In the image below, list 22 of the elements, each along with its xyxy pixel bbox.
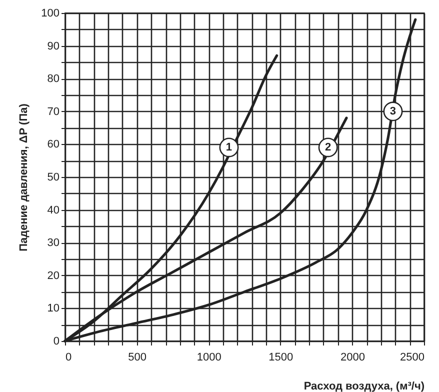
x-tick-label: 0 bbox=[66, 352, 72, 364]
x-tick-label: 2500 bbox=[400, 352, 424, 364]
y-tick-label: 90 bbox=[47, 40, 60, 52]
x-tick-label: 2000 bbox=[340, 352, 365, 364]
y-tick-label: 10 bbox=[47, 302, 60, 315]
y-tick-label: 40 bbox=[47, 204, 60, 216]
x-tick-label: 1000 bbox=[196, 352, 222, 364]
y-tick-label: 80 bbox=[47, 73, 60, 86]
x-tick-label: 500 bbox=[128, 352, 146, 364]
y-axis-title: Падение давления, ΔP (Па) bbox=[18, 103, 30, 252]
annotation: 3 bbox=[390, 105, 396, 118]
y-tick-label: 30 bbox=[47, 237, 60, 250]
x-axis-title: Расход воздуха, (м³/ч) bbox=[304, 380, 425, 392]
y-tick-label: 100 bbox=[41, 8, 60, 20]
y-tick-label: 70 bbox=[47, 106, 60, 118]
y-tick-label: 50 bbox=[47, 172, 60, 184]
y-tick-label: 20 bbox=[47, 270, 60, 282]
annotation: 2 bbox=[325, 141, 332, 154]
y-tick-label: 0 bbox=[53, 336, 60, 348]
annotation: 1 bbox=[226, 141, 232, 154]
x-tick-label: 1500 bbox=[268, 352, 294, 364]
y-tick-label: 60 bbox=[47, 138, 60, 151]
